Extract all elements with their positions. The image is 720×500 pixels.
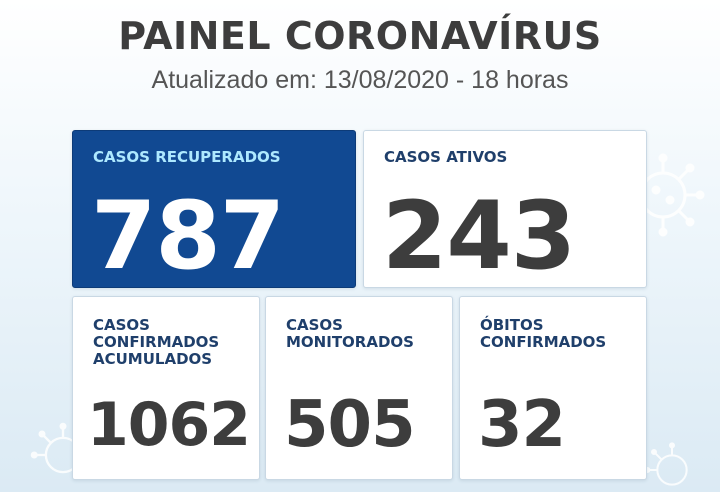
card-casos-recuperados: CASOS RECUPERADOS 787: [72, 130, 356, 288]
card-value: 505: [284, 388, 416, 462]
card-label: CASOS ATIVOS: [384, 148, 508, 166]
card-label: CASOS RECUPERADOS: [93, 148, 281, 166]
card-casos-ativos: CASOS ATIVOS 243: [363, 130, 647, 288]
card-casos-monitorados: CASOS MONITORADOS 505: [265, 296, 453, 480]
card-value: 1062: [87, 390, 251, 460]
card-casos-confirmados: CASOS CONFIRMADOS ACUMULADOS 1062: [72, 296, 260, 480]
page-title: PAINEL CORONAVÍRUS: [118, 14, 602, 58]
card-value: 32: [478, 388, 566, 462]
card-label: CASOS CONFIRMADOS ACUMULADOS: [93, 316, 220, 368]
card-obitos-confirmados: ÓBITOS CONFIRMADOS 32: [459, 296, 647, 480]
card-value: 243: [382, 182, 576, 291]
card-value: 787: [91, 182, 285, 291]
update-timestamp: Atualizado em: 13/08/2020 - 18 horas: [151, 66, 569, 94]
virus-icon: [644, 442, 688, 486]
card-label: ÓBITOS CONFIRMADOS: [480, 316, 607, 351]
card-label: CASOS MONITORADOS: [286, 316, 414, 351]
